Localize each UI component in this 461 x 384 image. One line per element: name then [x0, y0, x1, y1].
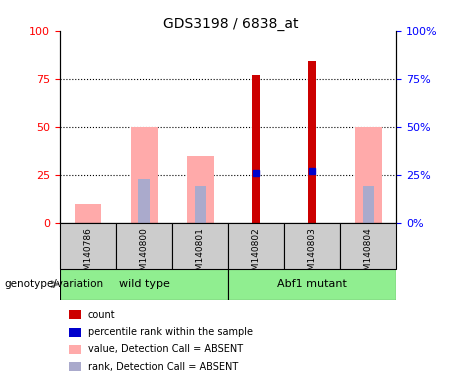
- Text: Abf1 mutant: Abf1 mutant: [278, 279, 347, 289]
- Bar: [308, 61, 316, 223]
- Bar: [187, 156, 213, 223]
- FancyBboxPatch shape: [284, 223, 340, 269]
- Bar: [130, 127, 158, 223]
- Text: GSM140804: GSM140804: [364, 227, 373, 282]
- FancyBboxPatch shape: [228, 269, 396, 300]
- Text: wild type: wild type: [118, 279, 170, 289]
- FancyBboxPatch shape: [60, 269, 228, 300]
- Text: GSM140786: GSM140786: [83, 227, 93, 282]
- Text: GSM140801: GSM140801: [195, 227, 205, 282]
- Bar: [252, 75, 260, 223]
- Text: GSM140800: GSM140800: [140, 227, 148, 282]
- FancyBboxPatch shape: [228, 223, 284, 269]
- Bar: [138, 179, 150, 223]
- Text: count: count: [88, 310, 115, 320]
- Text: GSM140802: GSM140802: [252, 227, 261, 282]
- FancyBboxPatch shape: [60, 223, 116, 269]
- Text: rank, Detection Call = ABSENT: rank, Detection Call = ABSENT: [88, 362, 238, 372]
- Text: value, Detection Call = ABSENT: value, Detection Call = ABSENT: [88, 344, 242, 354]
- FancyBboxPatch shape: [172, 223, 228, 269]
- FancyBboxPatch shape: [340, 223, 396, 269]
- Text: percentile rank within the sample: percentile rank within the sample: [88, 327, 253, 337]
- Text: GDS3198 / 6838_at: GDS3198 / 6838_at: [163, 17, 298, 31]
- FancyBboxPatch shape: [116, 223, 172, 269]
- Text: GSM140803: GSM140803: [308, 227, 317, 282]
- Bar: [363, 186, 374, 223]
- Bar: [195, 186, 206, 223]
- Text: genotype/variation: genotype/variation: [5, 279, 104, 289]
- Bar: [355, 127, 382, 223]
- Bar: [75, 204, 101, 223]
